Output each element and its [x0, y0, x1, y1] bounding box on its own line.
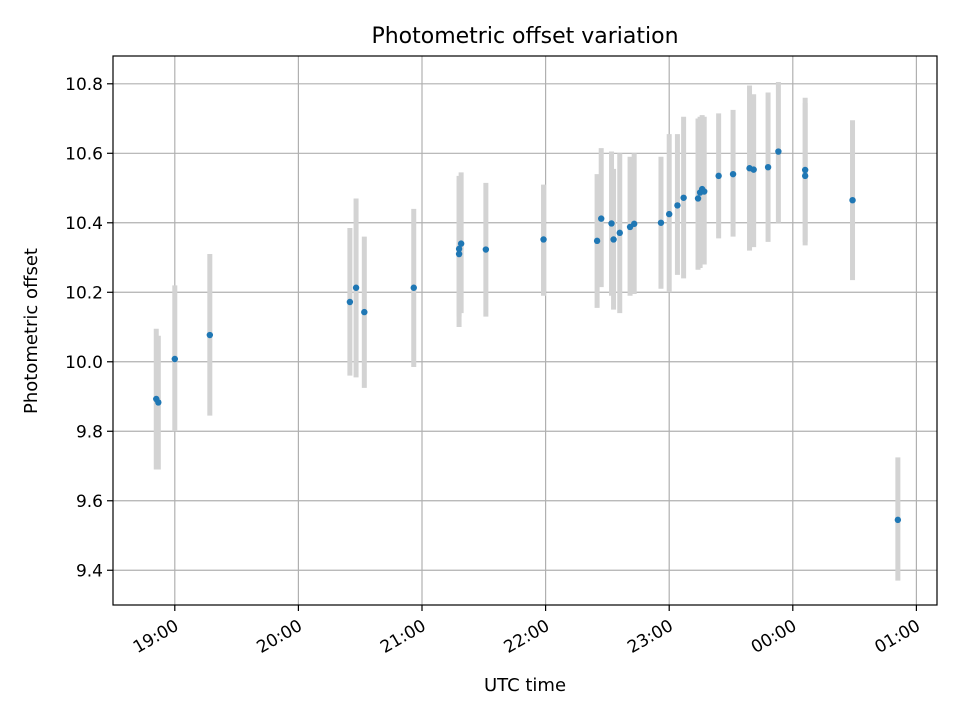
x-tick-label: 22:00 — [501, 616, 553, 658]
data-points — [153, 148, 902, 524]
data-point — [410, 284, 417, 291]
data-point — [849, 196, 856, 204]
x-tick-label: 19:00 — [130, 616, 182, 658]
data-point — [674, 202, 681, 209]
data-point — [610, 236, 617, 243]
data-point — [750, 166, 757, 173]
x-axis-ticks: 19:00 20:00 21:00 22:00 23:00 00:00 01:00 — [130, 605, 924, 658]
chart-title: Photometric offset variation — [371, 24, 678, 49]
x-tick-label: 23:00 — [624, 616, 676, 658]
data-point — [455, 250, 463, 258]
data-point — [346, 298, 354, 306]
data-point — [482, 246, 490, 253]
x-tick-label: 21:00 — [377, 616, 429, 658]
data-point — [457, 240, 465, 247]
data-point — [155, 399, 162, 406]
plot-frame — [112, 55, 938, 606]
y-tick-label: 10.6 — [65, 144, 103, 164]
y-tick-label: 9.6 — [76, 492, 103, 512]
data-point — [630, 220, 638, 228]
y-tick-label: 10.8 — [65, 75, 103, 95]
y-tick-label: 10.4 — [65, 214, 103, 234]
x-tick-label: 00:00 — [748, 616, 800, 658]
data-point — [598, 215, 605, 222]
data-point — [666, 210, 673, 218]
data-point — [455, 245, 463, 253]
y-tick-label: 10.0 — [65, 353, 103, 373]
data-point — [616, 229, 623, 237]
data-point — [775, 148, 782, 155]
data-point — [764, 163, 772, 171]
x-tick-label: 20:00 — [253, 616, 305, 658]
data-point — [608, 220, 615, 227]
y-tick-label: 10.2 — [65, 283, 103, 303]
y-tick-label: 9.4 — [76, 561, 103, 581]
data-point — [352, 284, 360, 291]
grid-lines — [113, 56, 937, 605]
data-point — [657, 219, 665, 226]
y-tick-label: 9.8 — [76, 422, 103, 442]
data-point — [801, 166, 809, 174]
y-axis-ticks: 9.4 9.6 9.8 10.0 10.2 10.4 10.6 10.8 — [65, 75, 113, 581]
data-point — [894, 516, 902, 524]
data-point — [171, 355, 178, 363]
data-point — [361, 308, 368, 316]
data-point — [206, 331, 214, 339]
data-point — [593, 237, 601, 245]
data-point — [801, 172, 809, 180]
data-point — [715, 172, 722, 180]
error-bars — [153, 82, 901, 581]
data-point — [729, 170, 737, 178]
x-tick-label: 01:00 — [871, 616, 923, 658]
data-point — [680, 194, 687, 201]
data-point — [701, 188, 708, 195]
data-point — [540, 236, 547, 243]
y-axis-label: Photometric offset — [21, 248, 42, 414]
data-point — [694, 195, 702, 202]
x-axis-label: UTC time — [484, 675, 566, 696]
